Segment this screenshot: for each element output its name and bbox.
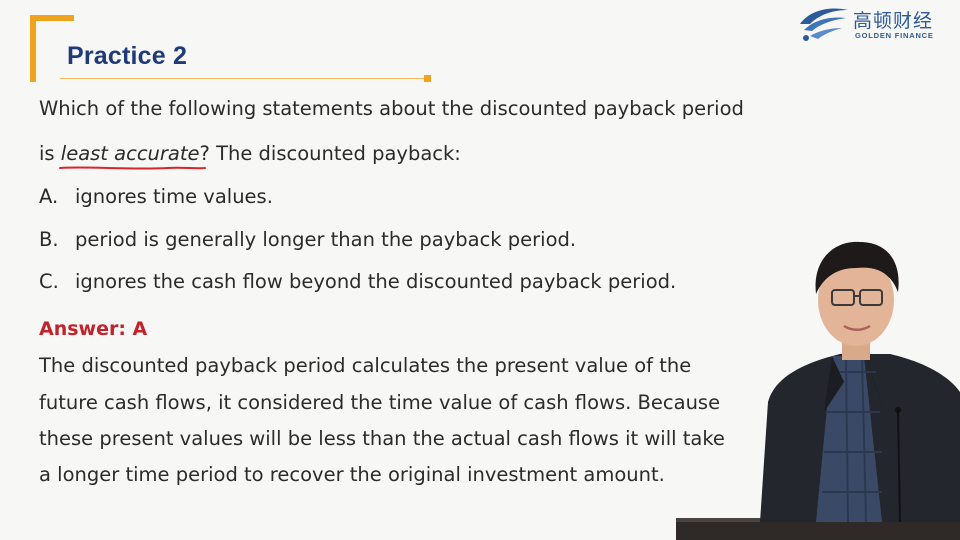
option-letter: B. [39, 228, 59, 251]
page-title: Practice 2 [67, 42, 188, 70]
red-handwritten-underline [58, 166, 206, 170]
emphasis-text: least accurate [60, 142, 200, 165]
explanation-line-4: a longer time period to recover the orig… [39, 463, 665, 486]
question-prefix: is [39, 142, 61, 165]
option-text: period is generally longer than the payb… [75, 228, 577, 251]
answer-label: Answer: A [39, 318, 148, 340]
option-letter: A. [39, 185, 59, 208]
option-a: A. ignores time values. [39, 185, 273, 208]
presenter-video [676, 241, 960, 540]
title-divider [60, 78, 426, 79]
brand-logo: 高顿财经 GOLDEN FINANCE [796, 4, 956, 44]
explanation-line-3: these present values will be less than t… [39, 427, 725, 450]
explanation-line-2: future cash flows, it considered the tim… [39, 391, 721, 414]
option-text: ignores the cash flow beyond the discoun… [75, 270, 677, 293]
option-b: B. period is generally longer than the pa… [39, 228, 576, 251]
option-c: C. ignores the cash flow beyond the disco… [39, 270, 676, 293]
golden-finance-logo-icon [800, 8, 848, 41]
question-line-1: Which of the following statements about … [39, 97, 744, 120]
emphasis-least-accurate: least accurate [58, 142, 206, 170]
option-letter: C. [39, 270, 59, 293]
logo-chinese-text: 高顿财经 [853, 10, 934, 32]
title-bracket [30, 15, 74, 82]
question-line-2: is least accurate? The discounted paybac… [39, 142, 461, 170]
option-text: ignores time values. [75, 185, 273, 208]
logo-english-text: GOLDEN FINANCE [855, 31, 934, 40]
explanation-line-1: The discounted payback period calculates… [39, 354, 692, 377]
question-suffix: ? The discounted payback: [199, 142, 461, 165]
title-divider-dot [424, 75, 431, 82]
